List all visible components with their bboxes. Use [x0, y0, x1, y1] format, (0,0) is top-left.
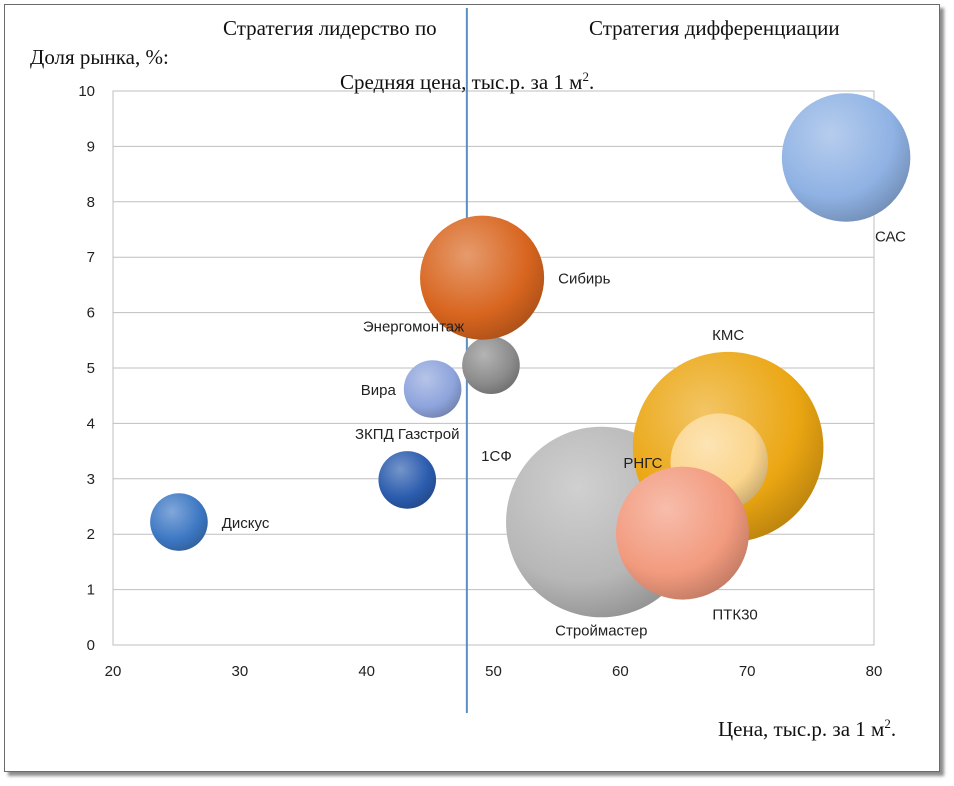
bubble-label: Сибирь	[558, 271, 611, 288]
bubble-label: Энергомонтаж	[363, 318, 464, 335]
x-tick-label: 70	[739, 663, 756, 680]
bubble-зкпд-газстрой	[378, 451, 437, 509]
y-tick-label: 2	[87, 526, 95, 543]
x-axis-title: Цена, тыс.р. за 1 м2.	[718, 716, 896, 741]
x-tick-label: 60	[612, 663, 629, 680]
divider-label: Средняя цена, тыс.р. за 1 м2.	[340, 69, 594, 94]
bubble-label: САС	[875, 229, 906, 246]
bubble-энергомонтаж	[462, 336, 520, 395]
y-tick-label: 3	[87, 471, 95, 488]
x-tick-label: 40	[358, 663, 375, 680]
y-tick-label: 8	[87, 194, 95, 211]
bubble-сибирь	[420, 215, 545, 340]
x-tick-label: 80	[866, 663, 883, 680]
divider-label-end: .	[589, 70, 594, 94]
bubble-label: Дискус	[222, 515, 270, 532]
bubble-label: Строймастер	[555, 622, 647, 639]
bubble-label: Вира	[361, 382, 397, 399]
x-tick-label: 50	[485, 663, 502, 680]
y-tick-label: 4	[87, 415, 95, 432]
y-tick-label: 6	[87, 305, 95, 322]
y-tick-label: 5	[87, 360, 95, 377]
y-tick-label: 0	[87, 637, 95, 654]
y-tick-label: 7	[87, 249, 95, 266]
x-tick-label: 20	[105, 663, 122, 680]
bubble-label: КМС	[712, 327, 744, 344]
bubble-label: РНГС	[623, 455, 662, 472]
x-axis-title-end: .	[891, 717, 896, 741]
y-axis-title: Доля рынка, %:	[30, 45, 169, 69]
y-tick-label: 10	[78, 83, 95, 100]
y-tick-label: 1	[87, 582, 95, 599]
bubble-label: 1СФ	[481, 448, 512, 465]
strategy-right-label: Стратегия дифференциации	[589, 16, 840, 40]
y-tick-label: 9	[87, 138, 95, 155]
divider-label-text: Средняя цена, тыс.р. за 1 м	[340, 70, 582, 94]
x-axis-title-sup: 2	[884, 716, 891, 731]
bubble-label: ПТК30	[712, 607, 757, 624]
bubble-птк30	[616, 466, 749, 600]
bubble-label: ЗКПД Газстрой	[355, 426, 460, 443]
x-axis-title-text: Цена, тыс.р. за 1 м	[718, 717, 884, 741]
bubble-дискус	[150, 493, 208, 551]
bubble-вира	[403, 360, 462, 418]
bubble-сас	[781, 93, 911, 222]
divider-label-sup: 2	[582, 69, 589, 84]
x-tick-label: 30	[231, 663, 248, 680]
strategy-left-label: Стратегия лидерство по	[223, 16, 437, 40]
